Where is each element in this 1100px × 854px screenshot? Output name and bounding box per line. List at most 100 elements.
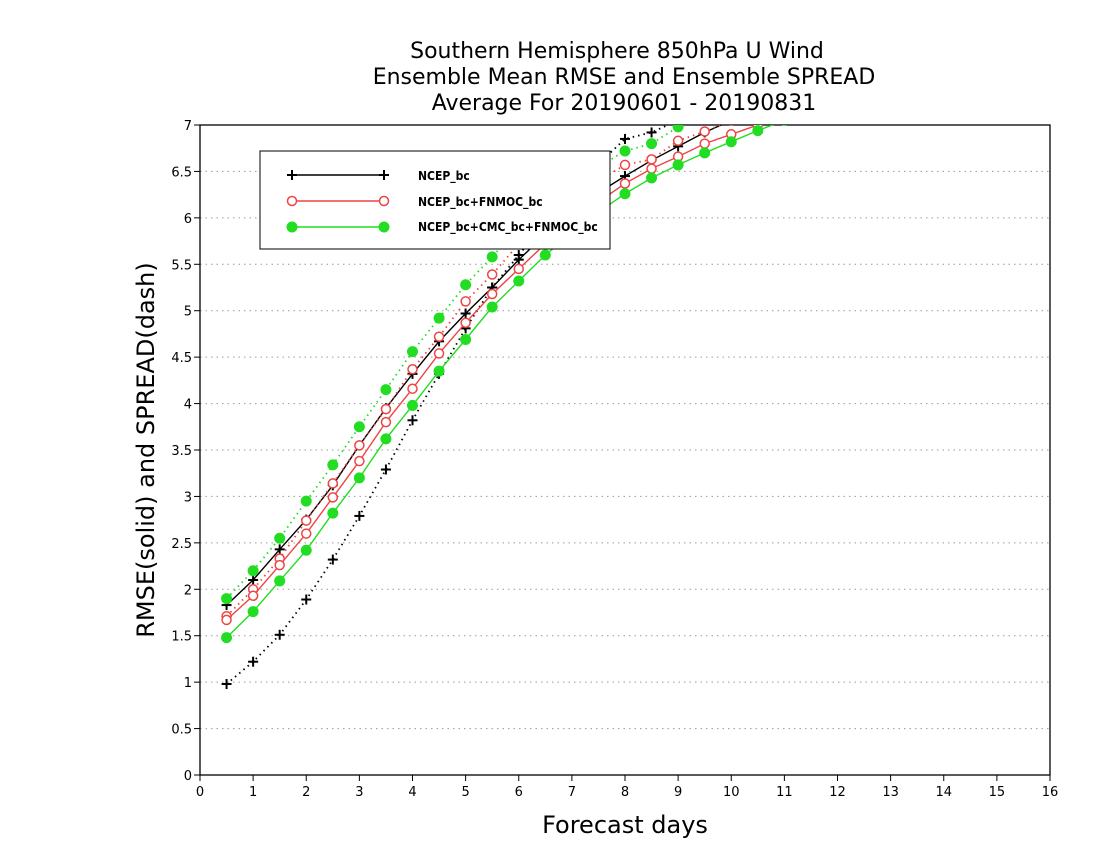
x-axis: 0 1 2 3 4 5 6 7 8 9 10 11 12 13 14 15 16 xyxy=(196,775,1058,800)
x-axis-title: Forecast days xyxy=(542,811,708,839)
y-tick-label: 0 xyxy=(184,769,192,784)
series-2-spread-point xyxy=(486,251,498,263)
legend-marker xyxy=(287,170,297,180)
series-2-spread-point xyxy=(300,495,312,507)
series-1-spread-line xyxy=(225,125,723,617)
y-tick-label: 0.5 xyxy=(171,723,192,738)
series-2-spread-point xyxy=(646,138,658,150)
series-1-rmse-point xyxy=(619,178,631,189)
series-2-spread-point xyxy=(619,145,631,157)
title-line-2: Ensemble Mean RMSE and Ensemble SPREAD xyxy=(373,65,876,90)
y-tick-label: 2 xyxy=(184,583,192,598)
series-2-rmse-point xyxy=(274,575,286,587)
series-0-spread-point xyxy=(248,656,259,667)
y-tick-label: 3 xyxy=(184,490,192,505)
y-axis: 0 0.5 1 1.5 2 2.5 3 3.5 4 4.5 5 5.5 6 6.5 7 xyxy=(171,119,200,784)
series-0-rmse-line xyxy=(226,125,723,606)
series-2-spread-point xyxy=(380,384,392,396)
legend-marker xyxy=(286,221,298,233)
series-1-rmse-point xyxy=(407,383,418,394)
x-tick-label: 14 xyxy=(935,785,952,800)
legend-box xyxy=(259,150,611,250)
series-2-rmse-point xyxy=(486,301,498,313)
series-2-rmse-point xyxy=(539,249,551,261)
series-1-spread-point xyxy=(354,440,365,451)
series-0-rmse-point xyxy=(513,254,524,265)
x-tick-label: 1 xyxy=(249,785,257,800)
series-1-rmse-point xyxy=(433,348,445,359)
series-2-rmse-point xyxy=(699,147,711,159)
series-1-rmse-point xyxy=(301,528,312,539)
series-1-spread-point xyxy=(327,478,339,489)
series-1-rmse-point xyxy=(327,492,339,503)
x-tick-label: 7 xyxy=(568,785,576,800)
y-axis-title: RMSE(solid) and SPREAD(dash) xyxy=(132,262,160,638)
series-2-spread-point xyxy=(672,125,684,133)
series-2-rmse-point xyxy=(327,507,339,519)
series-2-rmse-point xyxy=(460,334,472,345)
legend-marker xyxy=(378,195,390,207)
legend: NCEP_bc NCEP_bc+FNMOC_bc NCEP_bc+CMC_bc+… xyxy=(259,150,611,250)
chart-title: Southern Hemisphere 850hPa U Wind Ensemb… xyxy=(373,39,876,116)
legend-marker xyxy=(378,221,390,233)
series-0-spread-point xyxy=(301,594,312,605)
series-2-rmse-point xyxy=(247,606,259,618)
y-tick-label: 6.5 xyxy=(171,165,192,180)
series-2-rmse-line xyxy=(226,125,775,639)
legend-label-ncep-fnmoc: NCEP_bc+FNMOC_bc xyxy=(418,195,543,210)
series-0-spread-point xyxy=(327,554,338,565)
series-2-rmse-point xyxy=(725,136,737,148)
series-2-spread-point xyxy=(327,459,339,471)
x-tick-label: 8 xyxy=(621,785,629,800)
series-1-rmse-point xyxy=(274,559,285,571)
series-2-rmse-point xyxy=(221,632,233,644)
series-0-spread-point xyxy=(646,127,657,138)
y-tick-label: 3.5 xyxy=(171,444,192,459)
series-2-rmse-point xyxy=(619,188,631,200)
series-1-spread-point xyxy=(301,515,312,526)
series-2-rmse-point xyxy=(433,365,445,377)
series-1-rmse-point xyxy=(699,138,710,149)
series-1-rmse-point xyxy=(646,163,657,174)
series-0-rmse-point xyxy=(460,308,471,319)
series-1-spread-point xyxy=(433,331,445,342)
series-2-spread-point xyxy=(407,346,418,358)
x-tick-label: 15 xyxy=(989,785,1006,800)
series-2-rmse-point xyxy=(781,125,788,126)
series-0-spread-point xyxy=(380,464,391,475)
series-1-spread-point xyxy=(486,269,498,280)
series-0-spread-point xyxy=(407,415,418,426)
legend-samples xyxy=(286,170,390,233)
x-tick-label: 16 xyxy=(1042,785,1059,800)
x-tick-label: 9 xyxy=(674,785,682,800)
y-tick-label: 1 xyxy=(184,676,192,691)
y-tick-label: 2.5 xyxy=(171,537,192,552)
y-tick-label: 5.5 xyxy=(171,258,192,273)
series-1-rmse-point xyxy=(380,416,392,428)
series-1-spread-point xyxy=(728,125,734,126)
series-2-rmse-point xyxy=(513,275,525,287)
series-0-spread-point xyxy=(221,679,232,689)
series-1-spread-point xyxy=(407,363,418,375)
x-tick-label: 6 xyxy=(515,785,523,800)
y-tick-label: 4.5 xyxy=(171,351,192,366)
series-2-rmse-point xyxy=(752,125,764,137)
x-tick-label: 13 xyxy=(882,785,899,800)
series-1-spread-point xyxy=(699,126,710,137)
series-2-rmse-point xyxy=(300,544,312,556)
series-1-spread-point xyxy=(646,154,657,165)
x-tick-label: 5 xyxy=(461,785,469,800)
series-2-rmse-point xyxy=(380,433,392,445)
series-2-rmse-point xyxy=(646,172,658,184)
series-2-rmse-point xyxy=(353,472,365,484)
legend-marker xyxy=(286,195,298,207)
series-2-spread-point xyxy=(221,593,233,605)
x-tick-label: 10 xyxy=(723,785,740,800)
y-tick-label: 7 xyxy=(184,119,192,134)
series-2-spread-point xyxy=(274,532,286,544)
series-1-spread-point xyxy=(380,403,392,415)
series-0-spread-point xyxy=(274,629,285,640)
series-1-rmse-point xyxy=(354,455,365,467)
